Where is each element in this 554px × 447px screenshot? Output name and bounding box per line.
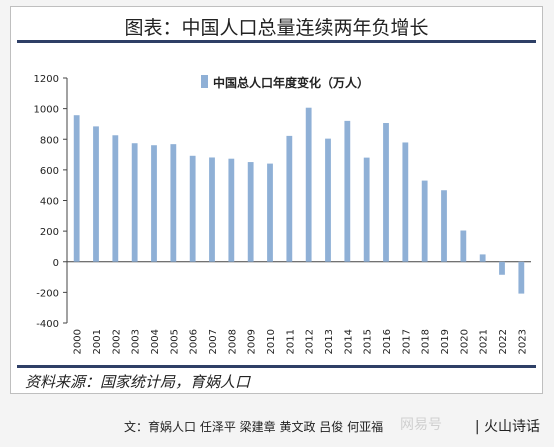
bar-2006 [189, 155, 196, 262]
legend: 中国总人口年度变化（万人） [201, 75, 369, 90]
x-tick-label: 2018 [421, 329, 432, 354]
x-tick-label: 2020 [459, 329, 470, 354]
chart-title: 图表：中国人口总量连续两年负增长 [124, 17, 429, 39]
y-tick-label: -200 [36, 288, 59, 299]
x-tick-label: 2000 [73, 329, 84, 354]
brand-label: | 火山诗话 [474, 419, 540, 435]
x-tick-label: 2007 [208, 329, 219, 354]
x-tick-label: 2002 [111, 329, 122, 354]
bar-2011 [286, 135, 293, 262]
x-tick-label: 2012 [305, 329, 316, 354]
chart-frame: 图表：中国人口总量连续两年负增长 -400 -200 0 200 400 600 800 10… [10, 6, 543, 394]
watermark: 网易号 [400, 417, 442, 433]
bar-2023 [518, 261, 525, 294]
bar-2001 [93, 126, 99, 262]
bar-2002 [112, 135, 119, 262]
x-tick-label: 2008 [227, 329, 238, 354]
source-note: 资料来源：国家统计局，育娲人口 [25, 373, 251, 391]
axis-layer: -400 -200 0 200 400 600 800 1000 1200 2000 2001 200… [34, 74, 531, 354]
bar-chart: -400 -200 0 200 400 600 800 1000 1200 2000 2001 200… [34, 74, 531, 354]
y-tick-label: -400 [36, 319, 59, 330]
bar-2020 [460, 230, 467, 262]
article-caption: 文：育娲人口 任泽平 梁建章 黄文政 吕俊 何亚福 [124, 420, 384, 434]
bar-2018 [421, 180, 428, 262]
x-tick-label: 2022 [498, 329, 509, 354]
x-tick-label: 2010 [266, 329, 277, 354]
x-tick-label: 2006 [189, 329, 200, 354]
bar-2008 [228, 158, 235, 262]
title-bar: 图表：中国人口总量连续两年负增长 [17, 11, 536, 43]
x-tick-label: 2016 [382, 329, 393, 354]
bar-2019 [441, 190, 447, 262]
bar-2016 [383, 123, 389, 262]
bar-2005 [170, 144, 177, 262]
x-tick-label: 2009 [247, 329, 258, 354]
y-tick-label: 1200 [34, 74, 59, 85]
bar-2022 [499, 261, 505, 275]
bar-2004 [151, 145, 157, 262]
bar-2000 [73, 115, 80, 262]
bar-2010 [267, 163, 273, 262]
bar-2013 [325, 138, 331, 262]
bar-2007 [209, 157, 215, 262]
bar-2009 [247, 162, 254, 262]
bar-2015 [363, 157, 370, 262]
y-tick-label: 400 [40, 197, 59, 208]
y-tick-label: 1000 [34, 105, 59, 116]
y-tick-label: 200 [40, 227, 59, 238]
bar-2012 [305, 107, 312, 262]
x-tick-label: 2023 [517, 329, 528, 354]
legend-label: 中国总人口年度变化（万人） [213, 75, 369, 90]
x-tick-label: 2004 [150, 329, 161, 354]
bar-layer [73, 107, 525, 294]
bar-2017 [402, 142, 409, 262]
bar-2014 [344, 120, 351, 262]
y-tick-label: 600 [40, 166, 59, 177]
x-tick-label: 2001 [92, 329, 103, 354]
x-tick-label: 2005 [169, 329, 180, 354]
x-tick-label: 2021 [479, 329, 490, 354]
x-tick-label: 2011 [285, 329, 296, 354]
x-tick-label: 2014 [343, 329, 354, 354]
source-bar: 资料来源：国家统计局，育娲人口 [17, 365, 536, 391]
x-tick-label: 2003 [131, 329, 142, 354]
bar-2021 [479, 254, 486, 262]
bar-2003 [131, 143, 138, 262]
legend-swatch [201, 75, 208, 88]
x-tick-label: 2019 [440, 329, 451, 354]
x-tick-label: 2015 [363, 329, 374, 354]
x-tick-label: 2013 [324, 329, 335, 354]
x-tick-label: 2017 [401, 329, 412, 354]
y-tick-label: 800 [40, 135, 59, 146]
y-tick-label: 0 [53, 258, 59, 269]
